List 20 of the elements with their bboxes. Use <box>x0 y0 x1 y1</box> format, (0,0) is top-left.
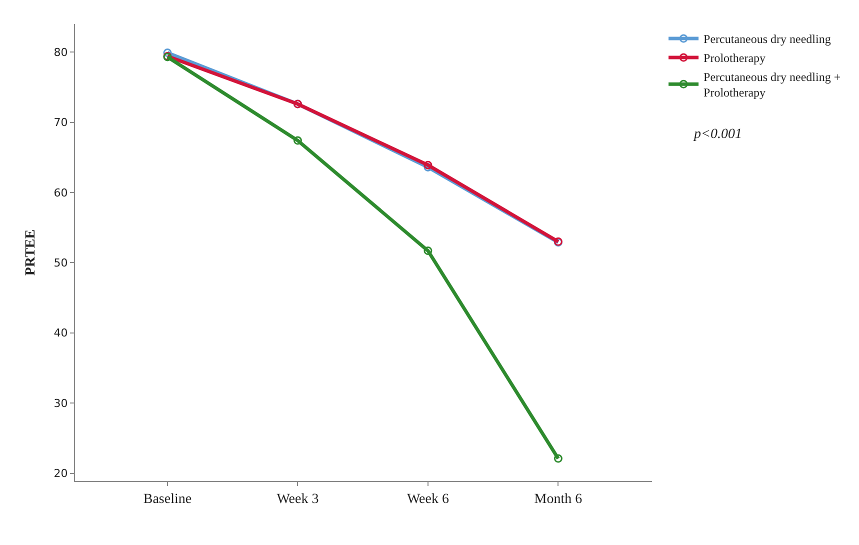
point <box>424 246 432 255</box>
x-tick-label: Month 6 <box>534 492 582 507</box>
legend-label: Percutaneous dry needling <box>704 32 831 46</box>
x-tick-label: Week 3 <box>276 492 319 507</box>
y-tick-label: 70 <box>54 116 68 130</box>
x-tick-label: Baseline <box>143 492 192 507</box>
y-axis-title: PRTEE <box>23 229 38 276</box>
y-tick-label: 80 <box>54 46 68 59</box>
y-tick-label: 20 <box>54 467 68 480</box>
legend-label: Percutaneous dry needling + Prolotherapy <box>704 70 841 100</box>
y-tick-label: 50 <box>54 256 68 270</box>
y-tick-label: 60 <box>54 186 68 200</box>
text: p<0.001 <box>693 127 742 142</box>
x-tick-label: Week 6 <box>406 492 449 507</box>
y-tick-label: 40 <box>54 326 68 340</box>
point <box>293 136 302 145</box>
y-tick-label: 30 <box>54 396 68 410</box>
point <box>163 48 172 58</box>
point <box>554 454 562 463</box>
legend-label: Prolotherapy <box>704 51 766 66</box>
